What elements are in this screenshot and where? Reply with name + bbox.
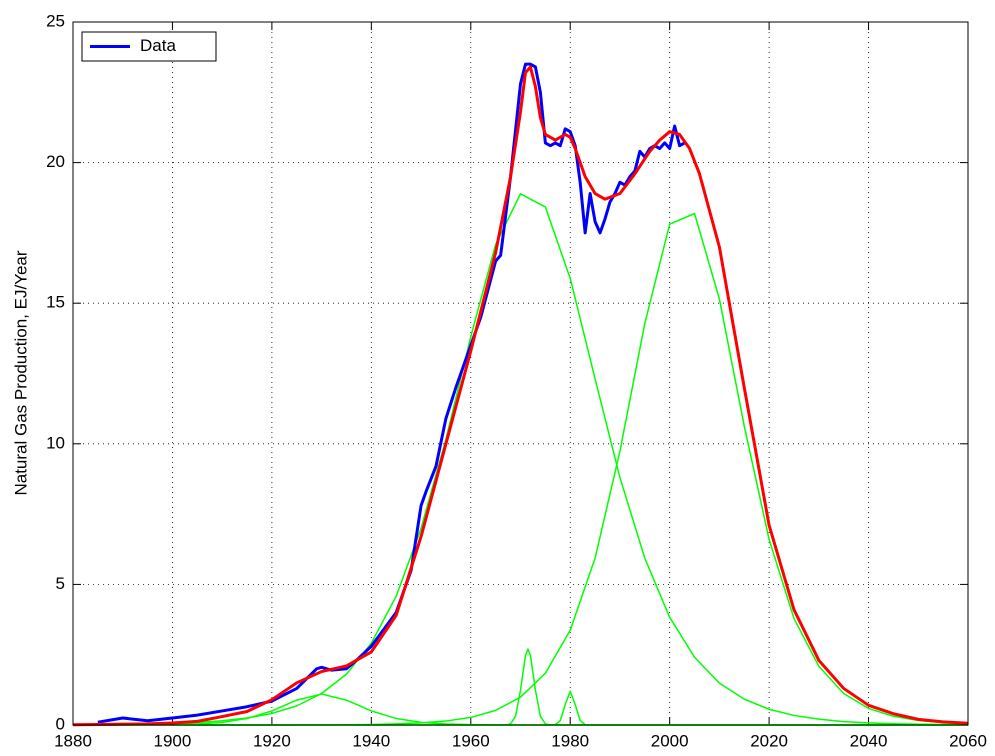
x-tick-label: 1920 <box>253 731 291 750</box>
legend: Data <box>81 31 217 62</box>
x-tick-label: 2040 <box>850 731 888 750</box>
y-tick-label: 0 <box>56 714 65 733</box>
x-tick-label: 2000 <box>651 731 689 750</box>
y-tick-label: 15 <box>46 293 65 312</box>
y-tick-label: 25 <box>46 11 65 30</box>
y-tick-label: 5 <box>56 574 65 593</box>
x-tick-label: 2060 <box>949 731 987 750</box>
y-tick-label: 10 <box>46 433 65 452</box>
series-line <box>97 62 686 724</box>
x-tick-label: 1940 <box>352 731 390 750</box>
series-line <box>72 193 969 726</box>
x-tick-label: 1880 <box>54 731 92 750</box>
x-tick-label: 1980 <box>551 731 589 750</box>
legend-label: Data <box>140 36 176 55</box>
series-line <box>72 65 969 727</box>
x-tick-label: 2020 <box>750 731 788 750</box>
x-tick-label: 1960 <box>452 731 490 750</box>
y-axis-label: Natural Gas Production, EJ/Year <box>11 250 30 495</box>
plot-frame <box>72 21 969 726</box>
y-tick-label: 20 <box>46 152 65 171</box>
x-tick-label: 1900 <box>154 731 192 750</box>
